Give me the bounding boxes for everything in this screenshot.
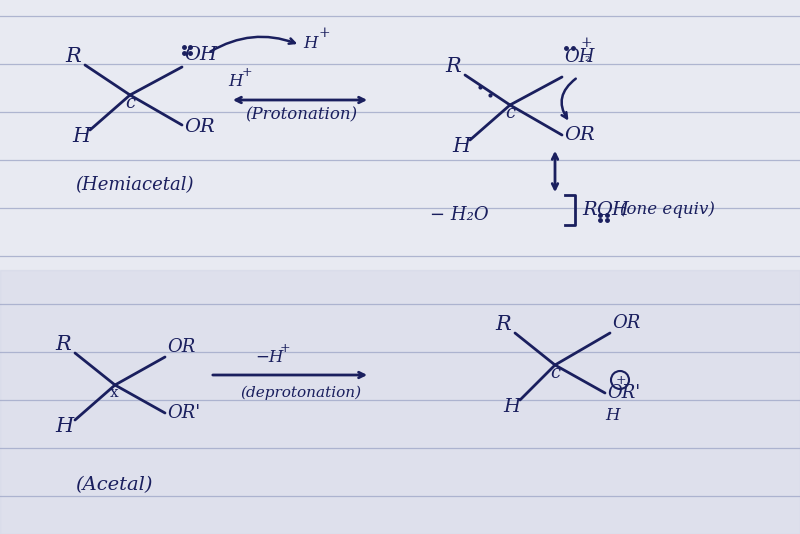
Text: H: H	[72, 128, 90, 146]
Text: H: H	[228, 74, 242, 90]
Text: (Hemiacetal): (Hemiacetal)	[75, 176, 194, 194]
Text: OH: OH	[596, 201, 629, 219]
Text: +: +	[242, 66, 253, 78]
Text: x: x	[110, 386, 118, 400]
Bar	[0, 270, 800, 534]
Text: OR: OR	[184, 118, 214, 136]
Text: R: R	[55, 335, 70, 355]
Text: +: +	[616, 373, 626, 387]
Text: +: +	[580, 36, 592, 50]
Text: c: c	[125, 94, 135, 112]
Text: ₂: ₂	[584, 50, 590, 64]
Text: R: R	[65, 48, 81, 67]
Text: − H₂O: − H₂O	[430, 206, 489, 224]
Text: (one equiv): (one equiv)	[620, 201, 715, 218]
Text: +: +	[318, 26, 330, 40]
Text: c: c	[550, 364, 560, 382]
Text: c: c	[505, 104, 515, 122]
Text: −H: −H	[255, 349, 283, 366]
Text: OR: OR	[612, 314, 640, 332]
Text: H: H	[452, 137, 470, 156]
Text: H: H	[605, 406, 619, 423]
Text: OR: OR	[564, 126, 594, 144]
Text: OH: OH	[184, 46, 217, 64]
Text: R: R	[582, 201, 597, 219]
Text: +: +	[280, 342, 290, 355]
Text: R: R	[445, 58, 461, 76]
Text: H: H	[303, 35, 318, 51]
Text: OR: OR	[167, 338, 195, 356]
Text: OR': OR'	[167, 404, 200, 422]
Text: R: R	[495, 316, 510, 334]
Text: (Acetal): (Acetal)	[75, 476, 153, 494]
Text: OH: OH	[564, 48, 594, 66]
Text: OR': OR'	[607, 384, 640, 402]
Text: (deprotonation): (deprotonation)	[240, 386, 361, 400]
Text: H: H	[503, 398, 520, 416]
Text: (Protonation): (Protonation)	[245, 106, 357, 123]
Text: H: H	[55, 418, 74, 436]
